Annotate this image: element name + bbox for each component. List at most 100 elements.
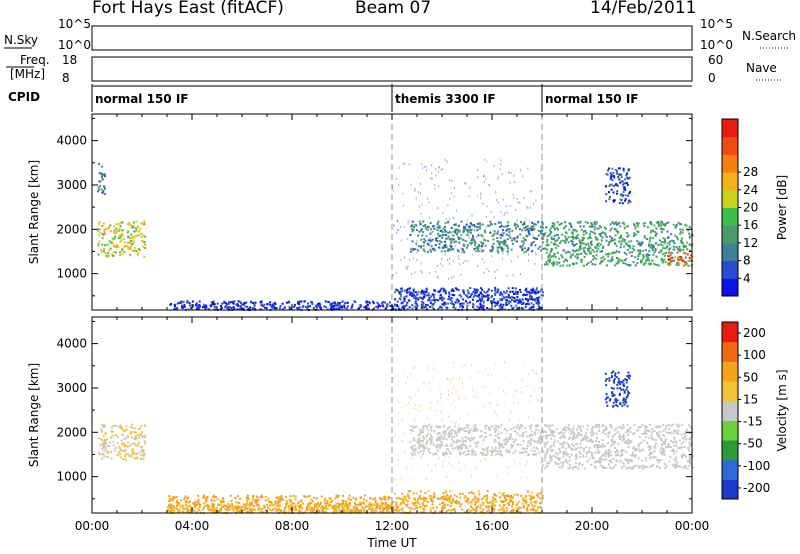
echo-cell: [132, 442, 135, 445]
echo-cell: [565, 447, 568, 450]
echo-cell: [471, 241, 473, 244]
echo-cell: [593, 444, 596, 447]
echo-cell: [451, 293, 454, 296]
echo-cell: [673, 429, 676, 432]
echo-cell: [427, 449, 430, 452]
echo-cell: [584, 434, 587, 437]
echo-cell: [442, 432, 445, 435]
scatter-echo: [534, 263, 536, 265]
echo-cell: [508, 436, 511, 439]
ground-scatter: [350, 307, 353, 310]
echo-cell: [636, 262, 639, 265]
echo-cell: [643, 236, 646, 239]
scatter-echo: [482, 465, 484, 468]
scatter-echo: [526, 205, 528, 208]
echo-cell: [318, 511, 321, 514]
echo-cell: [110, 230, 112, 233]
echo-cell: [498, 242, 501, 245]
echo-cell: [504, 240, 507, 243]
echo-cell: [593, 228, 596, 231]
scatter-echo: [513, 402, 515, 405]
echo-cell: [674, 234, 677, 237]
echo-cell: [524, 427, 527, 430]
echo-cell: [321, 510, 324, 513]
echo-cell: [531, 250, 534, 253]
scatter-echo: [398, 422, 400, 425]
ground-scatter: [186, 301, 189, 304]
echo-cell: [502, 225, 505, 228]
echo-cell: [537, 437, 540, 440]
echo-cell: [648, 250, 651, 253]
echo-cell: [505, 225, 508, 228]
echo-cell: [571, 243, 574, 246]
ground-scatter: [186, 300, 189, 303]
echo-cell: [539, 432, 542, 435]
scatter-echo: [469, 186, 471, 189]
scatter-echo: [520, 391, 522, 394]
echo-cell: [628, 245, 631, 248]
ground-scatter: [205, 304, 207, 307]
echo-cell: [130, 455, 133, 458]
scatter-echo: [532, 234, 534, 237]
echo-cell: [514, 287, 517, 290]
echo-cell: [129, 432, 132, 435]
echo-cell: [461, 298, 464, 301]
echo-cell: [573, 250, 576, 253]
scatter-echo: [448, 455, 450, 458]
echo-cell: [423, 445, 426, 448]
scatter-echo: [430, 177, 432, 180]
echo-cell: [572, 237, 575, 240]
echo-cell: [510, 444, 513, 447]
scatter-echo: [465, 367, 467, 370]
echo-cell: [425, 497, 428, 500]
echo-cell: [531, 495, 534, 498]
echo-cell: [429, 451, 432, 454]
echo-cell: [557, 453, 559, 456]
echo-cell: [507, 502, 510, 505]
echo-cell: [144, 235, 146, 238]
scatter-echo: [490, 210, 492, 213]
scatter-echo: [455, 222, 457, 225]
echo-cell: [431, 238, 434, 241]
echo-cell: [519, 451, 521, 454]
echo-cell: [654, 455, 657, 458]
echo-cell: [135, 437, 137, 439]
echo-cell: [634, 264, 637, 267]
echo-cell: [516, 291, 519, 293]
ground-scatter: [462, 306, 465, 309]
scatter-echo: [407, 376, 409, 379]
echo-cell: [116, 454, 119, 456]
echo-cell: [595, 254, 598, 257]
echo-cell: [549, 449, 552, 452]
colorbar-segment: [722, 225, 738, 244]
echo-cell: [297, 502, 300, 505]
echo-cell: [473, 248, 476, 251]
echo-cell: [507, 250, 509, 253]
echo-cell: [594, 236, 597, 239]
echo-cell: [625, 231, 628, 234]
scatter-echo: [539, 400, 541, 403]
scatter-echo: [407, 222, 409, 225]
echo-cell: [492, 242, 495, 245]
echo-cell: [255, 500, 258, 503]
echo-cell: [213, 495, 216, 498]
echo-cell: [109, 247, 112, 250]
echo-cell: [689, 459, 691, 462]
echo-cell: [675, 423, 678, 426]
scatter-echo: [522, 175, 524, 177]
scatter-echo: [517, 255, 519, 258]
scatter-echo: [527, 167, 529, 170]
ground-scatter: [375, 305, 378, 308]
echo-cell: [414, 447, 417, 450]
ground-scatter: [396, 304, 398, 307]
echo-cell: [448, 291, 450, 294]
echo-cell: [465, 446, 468, 448]
ground-scatter: [223, 300, 226, 303]
echo-cell: [466, 424, 469, 427]
echo-cell: [627, 168, 630, 171]
echo-cell: [411, 220, 414, 223]
scatter-echo: [434, 184, 436, 186]
scatter-echo: [392, 422, 393, 425]
ground-scatter: [421, 291, 424, 293]
echo-cell: [654, 233, 657, 236]
